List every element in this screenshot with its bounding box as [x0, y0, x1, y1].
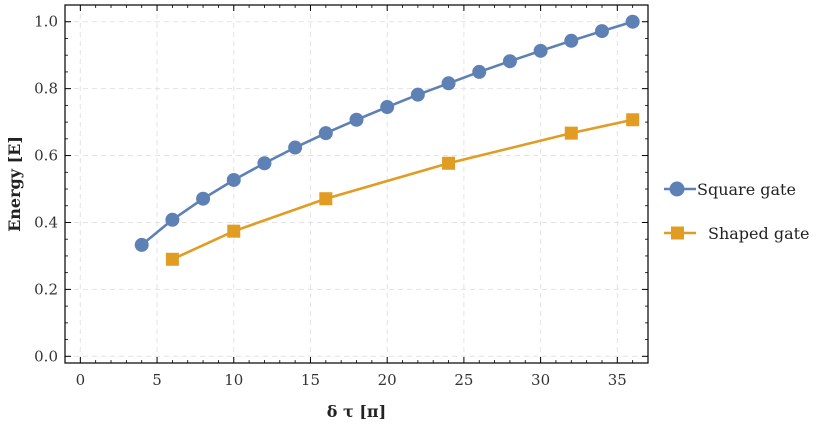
- legend-marker: [671, 226, 684, 240]
- x-tick-label: 15: [301, 371, 320, 389]
- y-tick-labels: 0.0 0.2 0.4 0.6 0.8 1.0: [34, 13, 58, 366]
- data-point-shaped-gate: [626, 113, 640, 127]
- data-point-square-gate: [564, 33, 579, 48]
- x-tick-label: 10: [224, 371, 243, 389]
- y-tick-label: 0.4: [34, 213, 58, 231]
- series-shaped-gate: [165, 113, 640, 266]
- x-axis-label: δ τ [π]: [327, 402, 386, 421]
- x-tick-label: 0: [76, 371, 86, 389]
- series-square-gate: [134, 14, 640, 252]
- data-point-square-gate: [502, 54, 517, 69]
- data-point-square-gate: [410, 87, 425, 102]
- data-point-shaped-gate: [319, 192, 333, 206]
- axis-ticks: [65, 5, 649, 363]
- data-point-square-gate: [441, 76, 456, 91]
- x-tick-label: 35: [608, 371, 627, 389]
- data-point-square-gate: [196, 191, 211, 206]
- x-tick-label: 25: [454, 371, 473, 389]
- data-point-square-gate: [288, 140, 303, 155]
- y-tick-label: 0.0: [34, 347, 58, 365]
- x-tick-label: 20: [378, 371, 397, 389]
- data-point-square-gate: [380, 100, 395, 115]
- grid-lines: [65, 5, 648, 363]
- legend-marker: [669, 181, 685, 197]
- data-point-shaped-gate: [165, 252, 179, 266]
- data-point-square-gate: [625, 14, 640, 29]
- y-tick-label: 0.2: [34, 280, 58, 298]
- series-layer: [134, 14, 640, 266]
- legend: Square gate Shaped gate: [664, 180, 810, 243]
- data-point-square-gate: [472, 64, 487, 79]
- data-point-shaped-gate: [442, 156, 456, 170]
- data-point-square-gate: [318, 126, 333, 141]
- data-point-square-gate: [349, 112, 364, 127]
- legend-label: Square gate: [697, 180, 796, 199]
- x-tick-label: 5: [152, 371, 162, 389]
- data-point-square-gate: [134, 237, 149, 252]
- series-line-shaped-gate: [171, 118, 633, 261]
- x-tick-labels: 0 5 10 15 20 25 30 35: [76, 371, 627, 389]
- y-tick-label: 0.8: [34, 80, 58, 98]
- data-point-shaped-gate: [227, 224, 241, 238]
- data-point-square-gate: [226, 172, 241, 187]
- legend-item-square-gate: Square gate: [664, 180, 796, 199]
- data-point-square-gate: [533, 43, 548, 58]
- y-tick-label: 0.6: [34, 147, 58, 165]
- x-tick-label: 30: [531, 371, 550, 389]
- data-point-shaped-gate: [564, 126, 578, 140]
- y-axis-label: Energy [E]: [5, 136, 24, 232]
- plot-frame: [64, 4, 649, 364]
- legend-item-shaped-gate: Shaped gate: [664, 224, 810, 243]
- data-point-square-gate: [257, 156, 272, 171]
- data-point-square-gate: [165, 212, 180, 227]
- legend-label: Shaped gate: [708, 224, 810, 243]
- y-tick-label: 1.0: [34, 13, 58, 31]
- data-point-square-gate: [594, 24, 609, 39]
